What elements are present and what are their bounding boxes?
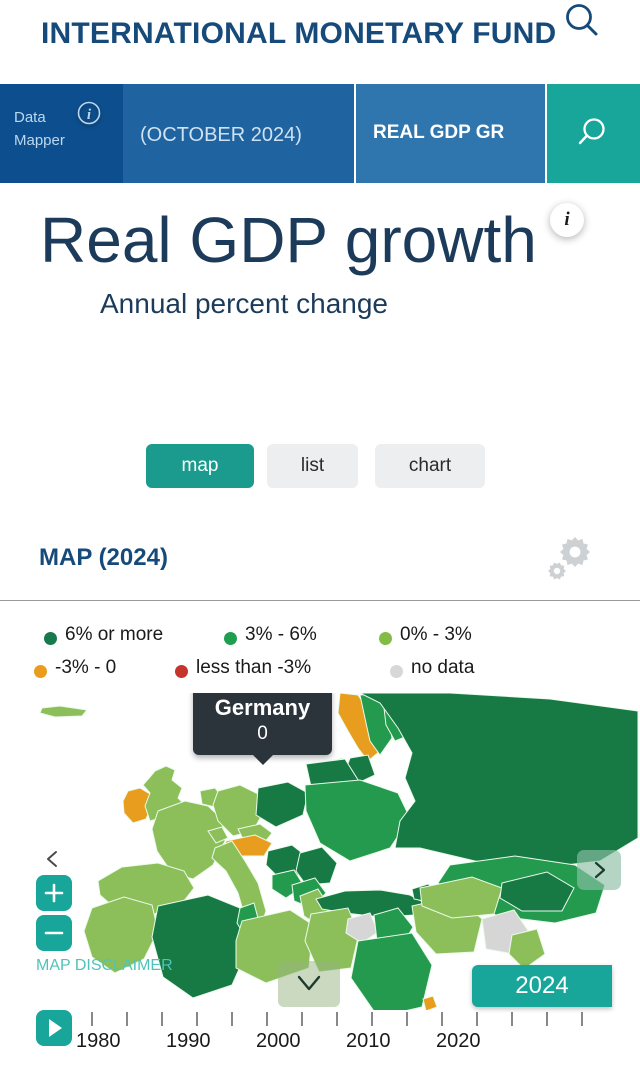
svg-text:i: i [87, 107, 92, 123]
